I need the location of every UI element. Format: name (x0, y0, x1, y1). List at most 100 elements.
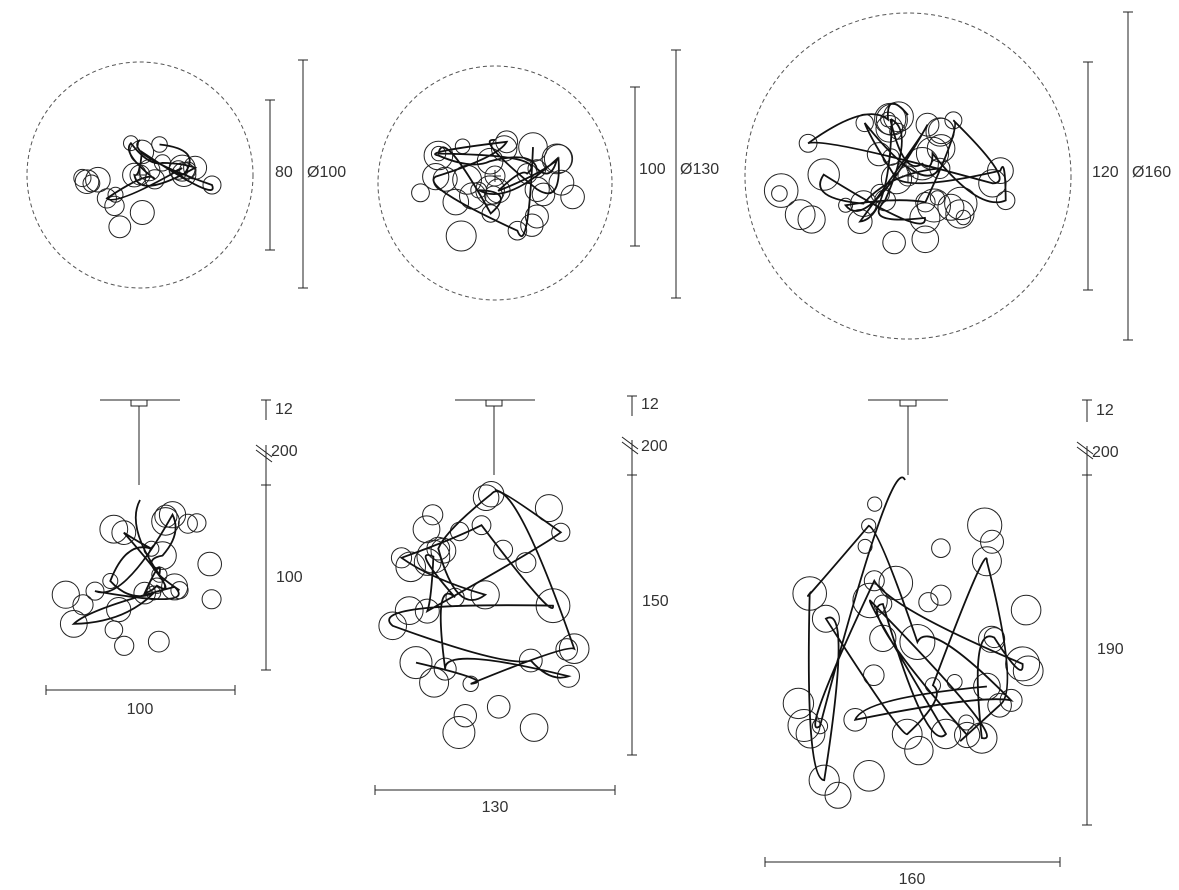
bubble (967, 507, 1003, 543)
ceiling (868, 399, 948, 475)
bubble (904, 735, 934, 766)
bubble (158, 501, 187, 529)
bubble (486, 695, 511, 719)
bubble (453, 704, 477, 728)
bubble (472, 484, 500, 512)
bubble (111, 520, 137, 545)
bubble (915, 112, 940, 137)
center-cross (489, 170, 501, 182)
dim-label: 200 (641, 438, 668, 455)
center-bubble (897, 165, 919, 187)
dimension-line (265, 59, 308, 289)
bubble (102, 573, 119, 589)
bubble (1012, 655, 1044, 687)
bubble (551, 522, 571, 542)
bubble (874, 102, 907, 136)
bubble (531, 182, 556, 207)
bubble (911, 225, 940, 254)
wire (432, 139, 560, 237)
bubble (978, 625, 1006, 653)
dim-label: Ø100 (307, 164, 346, 181)
bubble (944, 186, 978, 221)
bubble (411, 183, 430, 203)
wire (388, 489, 576, 685)
outline-circle (744, 12, 1072, 340)
bubble (852, 582, 888, 619)
bubble (51, 580, 80, 609)
wire (807, 476, 1024, 782)
bubble (1005, 646, 1041, 682)
bubble (507, 220, 528, 241)
bubble (85, 581, 105, 601)
bubble (414, 598, 440, 624)
bubble (958, 714, 975, 731)
center-bubble (484, 165, 506, 187)
bubble (390, 547, 413, 569)
bubble (82, 174, 101, 193)
bubble (518, 648, 543, 673)
bubble (442, 188, 470, 216)
dim-label: Ø160 (1132, 164, 1171, 181)
bubble (915, 192, 936, 213)
bubble (771, 185, 788, 202)
bubble (931, 538, 951, 559)
bubble (144, 169, 165, 190)
bubble (782, 687, 815, 720)
bubble (378, 611, 408, 641)
dim-label: 100 (639, 161, 666, 178)
bubble (99, 514, 129, 544)
bubble (797, 205, 826, 234)
bubble (107, 186, 124, 203)
bubble (930, 584, 952, 606)
bubble (971, 546, 1002, 577)
bubble (462, 675, 479, 692)
bubble (493, 539, 514, 560)
bubble (889, 122, 907, 140)
wire (71, 499, 180, 625)
bubble (882, 230, 906, 255)
bubble (148, 541, 177, 570)
bubble (880, 163, 913, 195)
bubble (999, 688, 1023, 712)
bubble (515, 552, 537, 574)
bubble (412, 515, 441, 544)
bubble (73, 168, 92, 188)
dimension-line (1083, 11, 1133, 341)
bubble (917, 188, 951, 223)
bubble (867, 496, 883, 512)
bubble (560, 184, 585, 210)
bubble (96, 188, 118, 209)
dim-label: 120 (1092, 164, 1119, 181)
bubble (170, 581, 189, 600)
bubble (857, 538, 873, 554)
bubble (557, 664, 580, 688)
bubble (129, 200, 155, 225)
center-cross (902, 170, 914, 182)
bubble (811, 604, 840, 633)
bubble (114, 635, 135, 656)
bubble (104, 195, 125, 217)
bubble (987, 693, 1012, 718)
bubble (838, 197, 854, 213)
bubble (519, 713, 549, 742)
bubble (495, 130, 519, 154)
bubble (861, 518, 877, 534)
bubble (955, 209, 972, 226)
bubble (445, 220, 477, 252)
bubble (541, 143, 573, 175)
ceiling (100, 399, 180, 485)
bubble (419, 667, 450, 698)
dimension-line (630, 49, 681, 299)
bubble (201, 589, 222, 610)
dim-label: 100 (276, 569, 303, 586)
bubble (470, 580, 500, 610)
dim-label: 80 (275, 164, 293, 181)
bubble (987, 157, 1014, 185)
bubble (433, 657, 457, 681)
bubble (151, 507, 180, 536)
bubble (202, 175, 222, 195)
dimension-line (764, 399, 1094, 867)
dim-label: 12 (275, 401, 293, 418)
outline-circle (377, 65, 613, 301)
